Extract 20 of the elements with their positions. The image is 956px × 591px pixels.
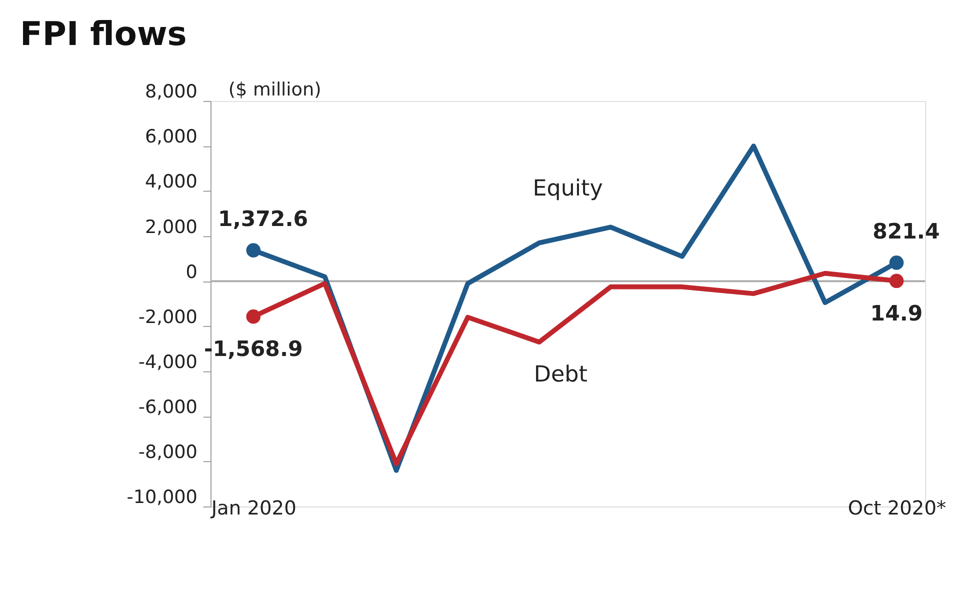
y-tick-label: -8,000	[138, 442, 198, 464]
data-label: 14.9	[870, 301, 923, 326]
y-tick-label: 6,000	[144, 126, 198, 148]
y-tick-label: -6,000	[138, 397, 198, 418]
x-tick-label: Jan 2020	[210, 496, 296, 520]
y-tick-label: -2,000	[138, 306, 198, 328]
y-tick-label: 2,000	[144, 216, 198, 238]
y-tick-label: -4,000	[138, 352, 198, 373]
y-tick-label: 8,000	[144, 82, 198, 103]
y-tick-label: 4,000	[144, 172, 198, 193]
data-label: -1,568.9	[204, 337, 303, 362]
y-axis-title: ($ million)	[228, 80, 322, 101]
series-label: Debt	[534, 362, 588, 388]
chart-title: FPI flows	[20, 14, 187, 53]
data-label: 821.4	[872, 220, 940, 245]
y-tick-label: 0	[186, 262, 198, 283]
data-label: 1,372.6	[218, 207, 308, 232]
series-label: Equity	[532, 175, 603, 202]
x-tick-label: Oct 2020*	[848, 496, 946, 520]
y-tick-label: -10,000	[126, 487, 198, 508]
